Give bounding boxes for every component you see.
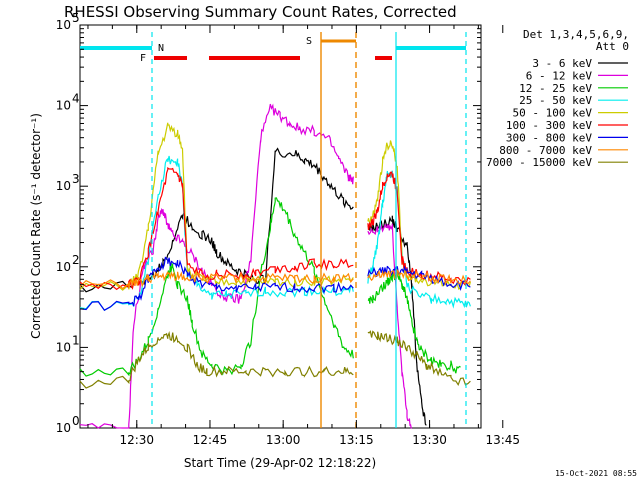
legend-entry-label: 100 - 300 keV	[506, 119, 592, 132]
legend-entry-label: 12 - 25 keV	[519, 82, 592, 95]
series-line-black	[79, 147, 354, 293]
plot-frame	[79, 24, 482, 429]
legend-header-line-2: Att 0	[596, 40, 629, 53]
x-tick-label: 12:30	[119, 433, 154, 447]
y-tick-label: 10	[56, 421, 71, 435]
y-tick-label: 10	[56, 340, 71, 354]
y-tick-exponent: 3	[72, 172, 80, 186]
series-line-green	[79, 197, 354, 377]
night-flag-label: N	[158, 43, 164, 54]
y-tick-exponent: 0	[72, 414, 80, 428]
x-tick-label: 13:45	[485, 433, 520, 447]
x-axis-label: Start Time (29-Apr-02 12:18:22)	[184, 456, 376, 470]
flag-bars: N F S	[80, 32, 467, 428]
y-tick-exponent: 1	[72, 333, 80, 347]
legend-entry-label: 800 - 7000 keV	[499, 144, 592, 157]
series-line-blue	[79, 256, 354, 311]
y-tick-label: 10	[56, 18, 71, 32]
series-line-olive	[79, 331, 354, 389]
legend-entry-label: 300 - 800 keV	[506, 131, 592, 144]
series-line-magenta	[79, 103, 354, 429]
x-tick-label: 13:30	[412, 433, 447, 447]
series-curves	[79, 103, 471, 429]
series-line-orange_b	[367, 268, 471, 286]
generation-timestamp: 15-Oct-2021 08:55	[555, 469, 637, 478]
x-axis-ticks: 12:30 12:45 13:00 13:15 13:30 13:45	[87, 25, 520, 447]
legend-entry-label: 6 - 12 keV	[526, 69, 593, 82]
y-tick-label: 10	[56, 99, 71, 113]
y-axis-label: Corrected Count Rate (s⁻¹ detector⁻¹)	[29, 113, 43, 339]
chart-title: RHESSI Observing Summary Count Rates, Co…	[64, 3, 457, 21]
x-tick-label: 12:45	[193, 433, 228, 447]
y-tick-label: 10	[56, 179, 71, 193]
x-tick-label: 13:15	[339, 433, 374, 447]
y-tick-exponent: 4	[72, 92, 80, 106]
legend-entry-label: 3 - 6 keV	[532, 57, 592, 70]
legend-entry-label: 25 - 50 keV	[519, 94, 592, 107]
legend-header-line-1: Det 1,3,4,5,6,9,	[523, 28, 629, 41]
legend-entry-label: 50 - 100 keV	[513, 107, 593, 120]
series-line-red	[79, 167, 354, 291]
x-tick-label: 13:00	[266, 433, 301, 447]
series-line-green_b	[367, 270, 461, 374]
series-line-olive_b	[367, 330, 471, 387]
y-tick-exponent: 2	[72, 253, 80, 267]
y-tick-exponent: 5	[72, 11, 80, 25]
saa-flag-label: S	[306, 36, 312, 47]
legend-entry-label: 7000 - 15000 keV	[486, 156, 592, 169]
series-line-yellow	[79, 122, 354, 291]
y-tick-label: 10	[56, 260, 71, 274]
series-line-orange	[79, 271, 354, 290]
flare-flag-label: F	[140, 53, 146, 64]
